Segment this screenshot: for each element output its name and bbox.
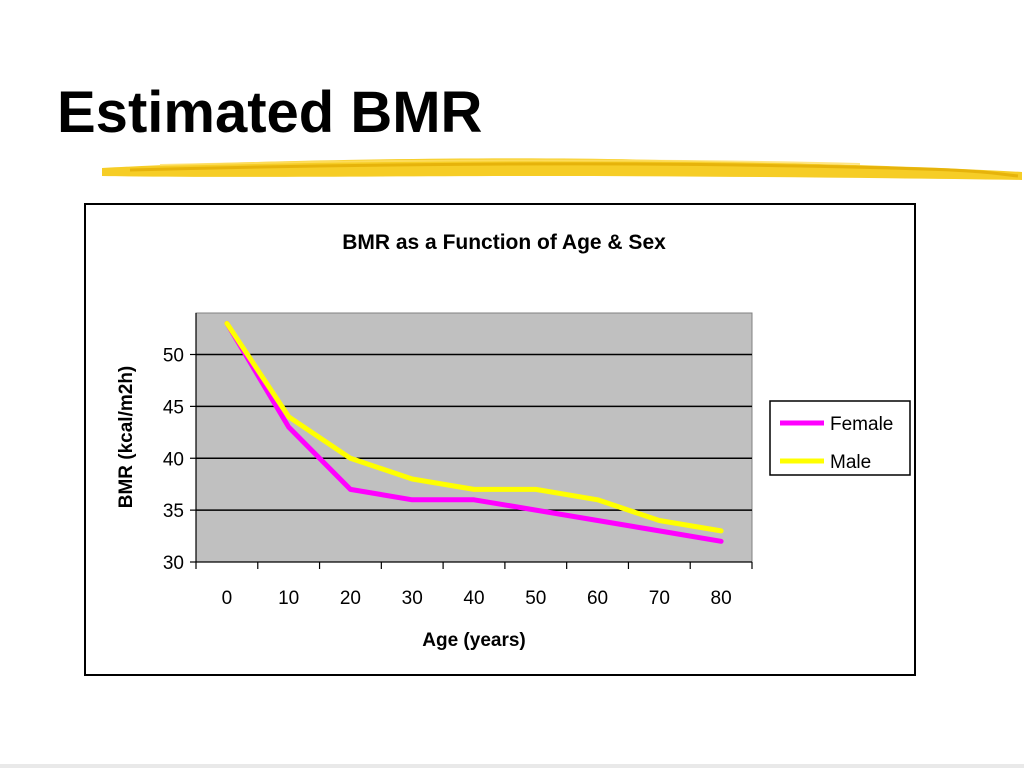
x-tick-label: 10 — [278, 588, 299, 609]
x-tick-label: 20 — [340, 588, 361, 609]
axes: 30 35 40 45 50 0 10 20 30 40 50 60 70 80 — [163, 313, 753, 609]
y-tick-label: 45 — [163, 397, 184, 418]
x-tick-label: 60 — [587, 588, 608, 609]
x-tick-label: 30 — [402, 588, 423, 609]
legend: Female Male — [769, 400, 911, 476]
gridlines — [196, 353, 752, 511]
slide-title: Estimated BMR — [57, 80, 483, 145]
title-underline-stroke — [102, 158, 1022, 180]
series-line-male — [224, 320, 724, 534]
y-tick-label: 50 — [163, 346, 184, 367]
y-tick-label: 30 — [163, 553, 184, 574]
legend-label-female: Female — [830, 414, 893, 435]
chart-title: BMR as a Function of Age & Sex — [342, 231, 666, 254]
x-tick-label: 40 — [463, 588, 484, 609]
x-tick-label: 0 — [222, 588, 233, 609]
series-line-female — [224, 320, 724, 544]
y-tick-label: 40 — [163, 449, 184, 470]
y-axis-title: BMR (kcal/m2h) — [116, 366, 137, 509]
chart-frame: BMR as a Function of Age & Sex 30 35 40 45 5… — [84, 203, 916, 676]
legend-label-male: Male — [830, 452, 871, 473]
x-tick-label: 50 — [525, 588, 546, 609]
series-lines — [224, 320, 724, 544]
x-tick-label: 70 — [649, 588, 670, 609]
y-tick-label: 35 — [163, 501, 184, 522]
x-tick-label: 80 — [711, 588, 732, 609]
x-axis-title: Age (years) — [422, 630, 526, 651]
plot-area — [195, 312, 753, 563]
bottom-rule — [0, 764, 1024, 768]
chart: BMR as a Function of Age & Sex 30 35 40 45 5… — [116, 231, 911, 651]
